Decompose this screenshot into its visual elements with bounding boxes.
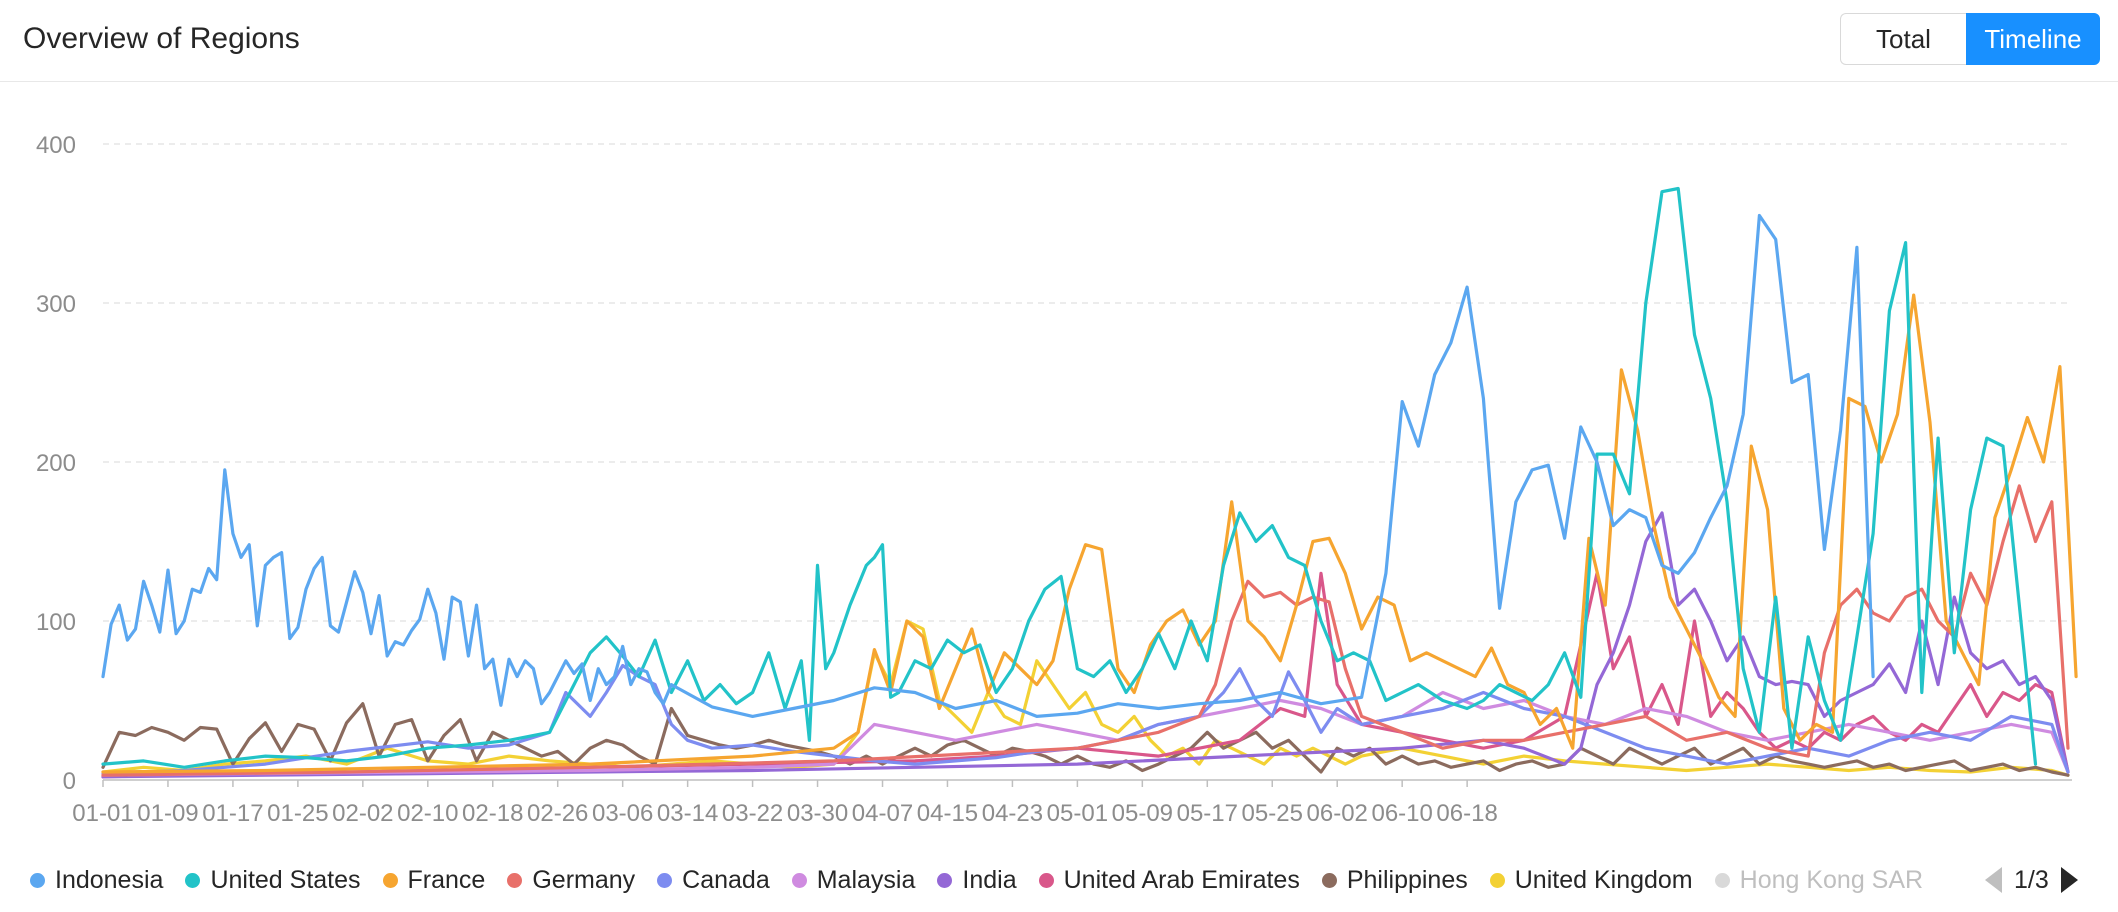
x-tick-label: 04-15 [917, 800, 978, 827]
legend-items: Indonesia United States France Germany Canad… [30, 858, 1960, 902]
legend-item-germany[interactable]: Germany [507, 858, 635, 902]
timeline-button[interactable]: Timeline [1966, 13, 2100, 65]
legend-label: France [407, 865, 486, 894]
legend-label: Malaysia [816, 865, 916, 894]
y-tick-label: 200 [36, 450, 76, 477]
total-button[interactable]: Total [1840, 13, 1966, 65]
legend-marker-icon [1489, 872, 1505, 888]
legend-marker-icon [185, 872, 201, 888]
legend-item-malaysia[interactable]: Malaysia [791, 858, 916, 902]
legend-item-united-states[interactable]: United States [185, 858, 361, 902]
x-tick-label: 02-18 [462, 800, 523, 827]
legend-pager: 1/3 [1985, 858, 2078, 902]
x-tick-label: 05-17 [1177, 800, 1238, 827]
legend-label: Indonesia [55, 865, 164, 894]
series-line-canada [101, 663, 2070, 776]
legend-item-canada[interactable]: Canada [657, 858, 770, 902]
legend-page-indicator: 1/3 [2014, 865, 2049, 894]
legend-item-indonesia[interactable]: Indonesia [30, 858, 163, 902]
x-tick-label: 03-14 [657, 800, 718, 827]
legend-label: India [962, 865, 1017, 894]
x-tick-label: 02-10 [397, 800, 458, 827]
legend-label: Hong Kong SAR [1739, 865, 1924, 894]
legend-item-united-kingdom[interactable]: United Kingdom [1489, 858, 1693, 902]
x-tick-label: 01-17 [202, 800, 263, 827]
series-line-united-arab-emirates [101, 571, 2070, 779]
legend-prev-icon[interactable] [1985, 867, 2002, 893]
x-tick-label: 03-30 [787, 800, 848, 827]
series-line-united-kingdom [101, 619, 2070, 777]
x-tick-label: 06-02 [1307, 800, 1368, 827]
legend-item-philippines[interactable]: Philippines [1321, 858, 1468, 902]
series-line-united-states [101, 186, 2038, 769]
legend-marker-icon [657, 872, 673, 888]
y-tick-label: 100 [36, 609, 76, 636]
legend-label: Germany [532, 865, 636, 894]
x-tick-label: 01-09 [137, 800, 198, 827]
x-tick-label: 05-01 [1047, 800, 1108, 827]
legend-marker-icon [1714, 872, 1730, 888]
x-tick-label: 06-10 [1371, 800, 1432, 827]
legend-next-icon[interactable] [2060, 867, 2078, 893]
legend-label: United Kingdom [1514, 865, 1693, 894]
legend-label: Canada [682, 865, 770, 894]
page-title: Overview of Regions [23, 22, 300, 55]
view-toggle: Total Timeline [1840, 13, 2100, 65]
legend-marker-icon [1321, 872, 1337, 888]
series-line-philippines [101, 702, 2070, 777]
legend-item-hong-kong-sar[interactable]: Hong Kong SAR [1714, 858, 1924, 902]
legend-marker-icon [937, 872, 953, 888]
x-tick-label: 04-07 [852, 800, 913, 827]
legend-label: United Arab Emirates [1063, 865, 1300, 894]
y-tick-label: 0 [63, 768, 76, 795]
x-tick-label: 01-01 [72, 800, 133, 827]
series-line-indonesia [101, 213, 1875, 719]
x-tick-label: 01-25 [267, 800, 328, 827]
x-tick-label: 03-22 [722, 800, 783, 827]
x-tick-label: 05-09 [1112, 800, 1173, 827]
legend-item-france[interactable]: France [382, 858, 486, 902]
series-line-france [101, 293, 2078, 774]
legend-label: United States [210, 865, 361, 894]
x-tick-label: 02-02 [332, 800, 393, 827]
x-tick-label: 06-18 [1436, 800, 1497, 827]
x-tick-label: 02-26 [527, 800, 588, 827]
legend-item-united-arab-emirates[interactable]: United Arab Emirates [1038, 858, 1300, 902]
legend-label: Philippines [1346, 865, 1468, 894]
x-tick-label: 05-25 [1242, 800, 1303, 827]
legend-item-india[interactable]: India [937, 858, 1017, 902]
legend-marker-icon [30, 872, 45, 888]
series-line-india [101, 511, 2070, 779]
y-tick-label: 300 [36, 291, 76, 318]
x-tick-label: 04-23 [982, 800, 1043, 827]
card-header: Overview of Regions Total Timeline [0, 0, 2118, 82]
x-tick-label: 03-06 [592, 800, 653, 827]
legend-marker-icon [382, 872, 398, 888]
legend-marker-icon [1038, 872, 1054, 888]
legend-marker-icon [507, 872, 523, 888]
chart-legend: Indonesia United States France Germany Canad… [0, 858, 2118, 902]
y-tick-label: 400 [36, 132, 76, 159]
legend-marker-icon [791, 872, 807, 888]
